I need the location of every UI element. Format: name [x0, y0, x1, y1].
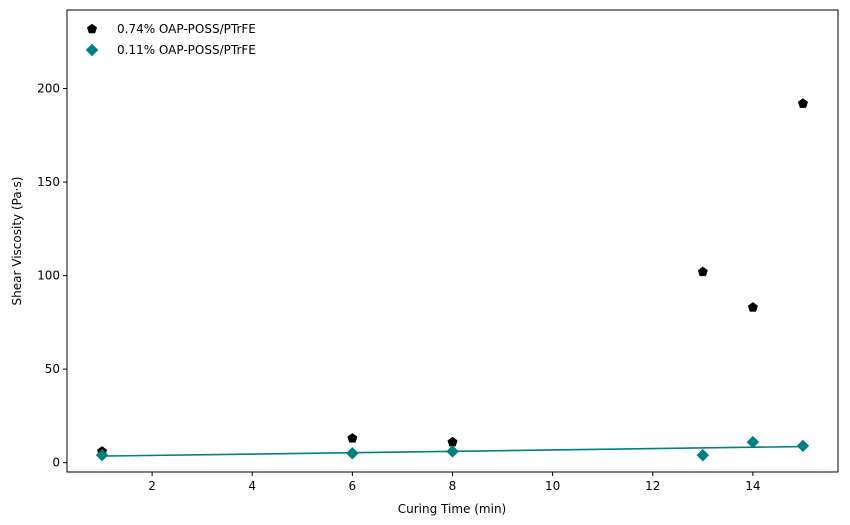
y-tick-label: 150 — [37, 175, 60, 189]
data-point — [346, 446, 359, 460]
series-2 — [95, 435, 810, 462]
legend-marker-series-1 — [86, 23, 98, 34]
legend: 0.74% OAP-POSS/PTrFE 0.11% OAP-POSS/PTrFE — [85, 22, 256, 57]
data-point — [446, 445, 459, 458]
y-axis-ticks: 0 50 100 150 200 — [37, 82, 67, 470]
data-point — [697, 266, 708, 277]
x-tick-label: 12 — [645, 479, 660, 493]
y-tick-label: 0 — [52, 456, 60, 470]
data-point — [95, 448, 109, 462]
x-tick-label: 4 — [248, 479, 256, 493]
legend-label-series-2: 0.11% OAP-POSS/PTrFE — [117, 43, 256, 57]
legend-label-series-1: 0.74% OAP-POSS/PTrFE — [117, 22, 256, 36]
plot-area — [67, 10, 838, 472]
y-axis-title: Shear Viscosity (Pa·s) — [10, 177, 24, 306]
y-tick-label: 100 — [37, 269, 60, 283]
x-axis-title: Curing Time (min) — [398, 502, 506, 516]
y-tick-label: 200 — [37, 82, 60, 96]
data-point — [347, 433, 358, 443]
x-tick-label: 8 — [449, 479, 457, 493]
data-point — [796, 439, 810, 453]
data-point — [696, 448, 710, 462]
y-tick-label: 50 — [45, 362, 60, 376]
x-tick-label: 10 — [545, 479, 560, 493]
x-axis-ticks: 2 4 6 8 10 12 14 — [148, 472, 761, 493]
x-tick-label: 6 — [349, 479, 357, 493]
x-tick-label: 2 — [148, 479, 156, 493]
data-point — [797, 98, 809, 108]
data-point — [747, 302, 758, 312]
series-layer — [95, 98, 810, 462]
data-point — [746, 435, 760, 449]
plot-frame — [66, 9, 839, 473]
legend-marker-series-2 — [85, 43, 99, 57]
series-1 — [96, 98, 809, 456]
x-tick-label: 14 — [745, 479, 760, 493]
